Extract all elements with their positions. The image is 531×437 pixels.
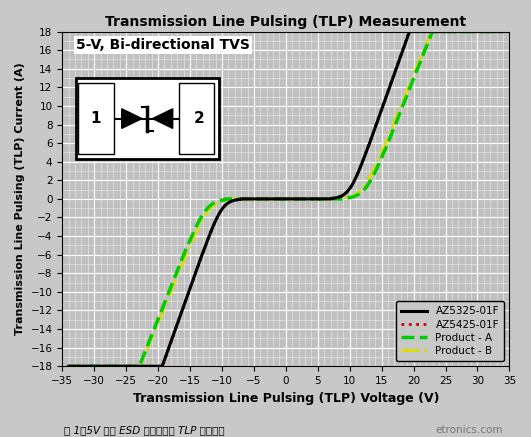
Text: 1: 1 xyxy=(90,111,101,126)
Text: 5-V, Bi-directional TVS: 5-V, Bi-directional TVS xyxy=(76,38,250,52)
Polygon shape xyxy=(152,109,173,128)
Text: 图 1：5V 双向 ESD 保护组件的 TLP 测试曲线: 图 1：5V 双向 ESD 保护组件的 TLP 测试曲线 xyxy=(64,425,224,435)
Text: 2: 2 xyxy=(193,111,204,126)
FancyBboxPatch shape xyxy=(78,83,114,154)
Legend: AZ5325-01F, AZ5425-01F, Product - A, Product - B: AZ5325-01F, AZ5425-01F, Product - A, Pro… xyxy=(396,301,504,361)
Y-axis label: Transmission Line Pulsing (TLP) Current (A): Transmission Line Pulsing (TLP) Current … xyxy=(15,62,25,335)
Title: Transmission Line Pulsing (TLP) Measurement: Transmission Line Pulsing (TLP) Measurem… xyxy=(105,15,466,29)
FancyBboxPatch shape xyxy=(76,78,219,159)
Polygon shape xyxy=(122,109,142,128)
Text: etronics.com: etronics.com xyxy=(435,425,503,435)
X-axis label: Transmission Line Pulsing (TLP) Voltage (V): Transmission Line Pulsing (TLP) Voltage … xyxy=(133,392,439,405)
FancyBboxPatch shape xyxy=(179,83,215,154)
